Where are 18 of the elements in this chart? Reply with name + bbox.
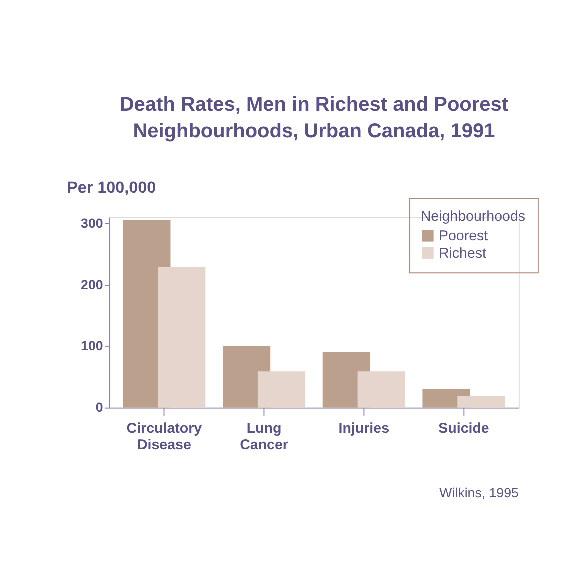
- bar: [158, 267, 206, 408]
- y-axis-title: Per 100,000: [67, 179, 156, 198]
- text: Wilkins, 1995: [440, 485, 519, 500]
- x-tick-label: Suicide: [438, 421, 490, 438]
- legend-label: Richest: [438, 246, 487, 262]
- x-tick-label: Injuries: [338, 421, 390, 438]
- y-tick-label: 300: [81, 216, 104, 231]
- bar: [258, 372, 306, 408]
- y-tick-label: 200: [81, 277, 104, 292]
- y-tick-label: 100: [81, 338, 104, 354]
- bar: [458, 396, 506, 408]
- x-tick-label: Circulatory Disease: [126, 421, 202, 454]
- bar: [358, 372, 406, 408]
- x-tick-label: Lung Cancer: [240, 421, 289, 454]
- y-tick-label: 0: [96, 400, 104, 416]
- legend-label: Poorest: [438, 228, 488, 245]
- legend-title: Neighbourhoods: [420, 209, 526, 226]
- chart-title: Death Rates, Men in Richest and Poorest Neighbourhoods, Urban Canada, 1991: [120, 94, 509, 142]
